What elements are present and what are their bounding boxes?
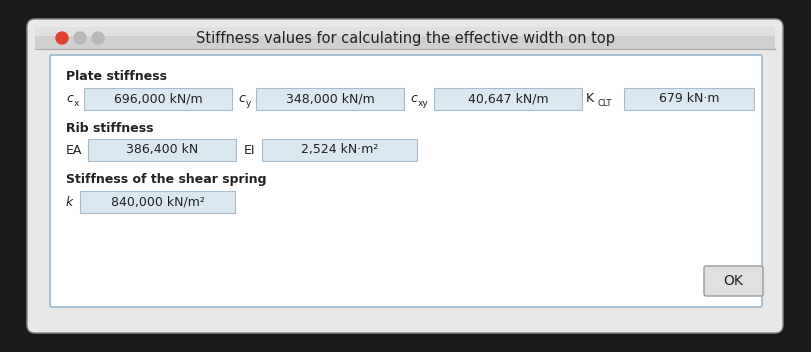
Text: 348,000 kN/m: 348,000 kN/m	[285, 93, 375, 106]
Text: Rib stiffness: Rib stiffness	[66, 121, 153, 134]
Text: Stiffness values for calculating the effective width on top: Stiffness values for calculating the eff…	[195, 31, 615, 45]
Text: k: k	[66, 195, 73, 208]
FancyBboxPatch shape	[84, 88, 232, 110]
FancyBboxPatch shape	[262, 139, 417, 161]
Circle shape	[92, 32, 104, 44]
Text: OK: OK	[723, 274, 744, 288]
FancyBboxPatch shape	[624, 88, 754, 110]
FancyBboxPatch shape	[88, 139, 236, 161]
Text: K: K	[586, 93, 594, 106]
Text: Plate stiffness: Plate stiffness	[66, 70, 167, 83]
FancyBboxPatch shape	[27, 19, 783, 333]
Text: c: c	[238, 93, 245, 106]
Text: 679 kN·m: 679 kN·m	[659, 93, 719, 106]
Circle shape	[74, 32, 86, 44]
FancyBboxPatch shape	[80, 191, 235, 213]
Text: 40,647 kN/m: 40,647 kN/m	[468, 93, 548, 106]
Text: 386,400 kN: 386,400 kN	[126, 144, 198, 157]
Text: 2,524 kN·m²: 2,524 kN·m²	[301, 144, 378, 157]
Text: 696,000 kN/m: 696,000 kN/m	[114, 93, 202, 106]
FancyBboxPatch shape	[434, 88, 582, 110]
FancyBboxPatch shape	[704, 266, 763, 296]
Circle shape	[56, 32, 68, 44]
Text: CLT: CLT	[597, 99, 611, 107]
FancyBboxPatch shape	[50, 55, 762, 307]
Text: x: x	[74, 99, 79, 107]
Text: Stiffness of the shear spring: Stiffness of the shear spring	[66, 174, 267, 187]
Text: c: c	[410, 93, 417, 106]
Text: y: y	[246, 99, 251, 107]
Text: EI: EI	[244, 144, 255, 157]
Bar	[35, 27, 775, 49]
Text: EA: EA	[66, 144, 83, 157]
Text: 840,000 kN/m²: 840,000 kN/m²	[110, 195, 204, 208]
Text: c: c	[66, 93, 73, 106]
Text: xy: xy	[418, 99, 429, 107]
FancyBboxPatch shape	[256, 88, 404, 110]
Bar	[35, 27, 775, 36]
